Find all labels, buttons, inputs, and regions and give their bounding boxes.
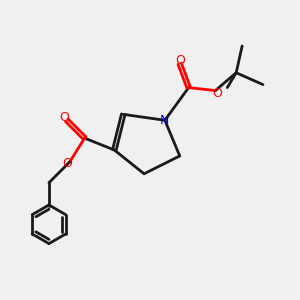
Text: O: O bbox=[212, 87, 222, 100]
Text: N: N bbox=[160, 114, 170, 127]
Text: O: O bbox=[62, 157, 72, 170]
Text: O: O bbox=[175, 54, 185, 67]
Text: O: O bbox=[59, 111, 69, 124]
